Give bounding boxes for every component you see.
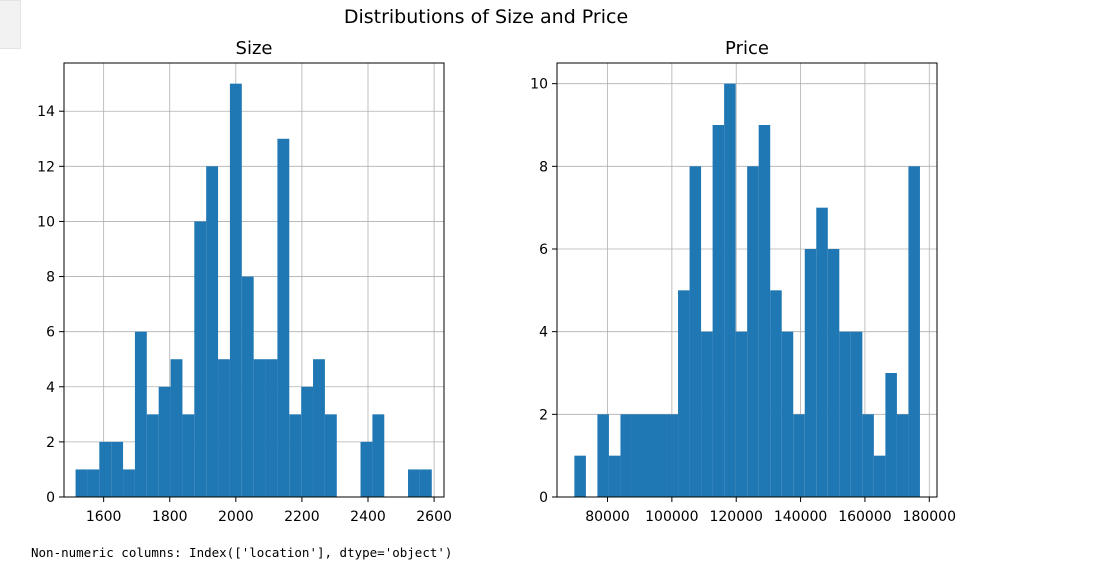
price-y-tick-label: 2 — [539, 407, 548, 423]
price-histogram-bar — [839, 331, 851, 497]
size-histogram-bar — [372, 414, 385, 497]
size-axes-frame — [63, 62, 445, 498]
price-histogram-bar — [862, 414, 874, 497]
price-y-tick-label: 8 — [539, 159, 548, 175]
size-histogram-bar — [194, 221, 207, 497]
price-histogram-bar — [770, 290, 782, 497]
price-x-tick-label: 160000 — [838, 509, 891, 525]
size-histogram-bar — [206, 166, 219, 498]
price-histogram-bar — [747, 166, 759, 498]
price-histogram-bar — [678, 290, 690, 497]
size-histogram-bar — [99, 441, 112, 497]
price-histogram-bar — [608, 455, 621, 497]
price-x-tick-label: 80000 — [585, 509, 630, 525]
size-histogram-bar — [408, 469, 420, 497]
size-y-tick-label: 10 — [37, 214, 55, 230]
price-x-tick-label: 140000 — [774, 509, 827, 525]
price-y-tick-label: 0 — [539, 490, 548, 506]
price-x-tick-label: 180000 — [903, 509, 956, 525]
price-histogram-bar — [758, 125, 771, 497]
size-histogram-bar — [87, 469, 100, 497]
size-histogram-bar — [123, 469, 135, 497]
size-x-tick-label: 2600 — [416, 509, 452, 525]
price-histogram-bar — [643, 414, 656, 497]
size-y-tick-label: 0 — [46, 490, 55, 506]
size-histogram-bar — [419, 469, 432, 497]
price-histogram-bar — [781, 331, 794, 497]
price-histogram-bar — [712, 125, 725, 497]
price-y-tick-label: 10 — [530, 77, 548, 93]
price-histogram-bar — [655, 414, 667, 497]
size-x-tick-label: 2400 — [350, 509, 386, 525]
price-x-tick-label: 100000 — [645, 509, 698, 525]
price-histogram-bar — [574, 455, 586, 497]
size-y-tick-label: 12 — [37, 159, 55, 175]
size-y-tick-label: 2 — [46, 435, 55, 451]
price-y-tick-label: 4 — [539, 325, 548, 341]
size-histogram-bar — [324, 414, 337, 497]
price-histogram-bar — [885, 373, 897, 497]
price-histogram-bar — [631, 414, 644, 497]
output-text: Non-numeric columns: Index(['location'],… — [31, 545, 453, 560]
size-histogram-bar — [360, 441, 373, 497]
size-histogram-bar — [134, 331, 147, 497]
price-histogram-bar — [816, 207, 828, 497]
size-histogram-bar — [146, 414, 159, 497]
price-x-tick-label: 120000 — [709, 509, 762, 525]
size-x-tick-label: 2000 — [218, 509, 254, 525]
size-histogram-bar — [158, 386, 171, 497]
price-histogram-bar — [735, 331, 748, 497]
size-histogram-bar — [241, 276, 254, 497]
price-bars — [574, 83, 920, 498]
size-bars — [75, 83, 432, 498]
histogram-figure: Distributions of Size and Price 1600 1800… — [37, 6, 956, 525]
size-x-tick-label: 1800 — [152, 509, 188, 525]
size-histogram-bar — [313, 359, 325, 497]
price-histogram-bar — [827, 249, 840, 497]
size-x-tick-label: 2200 — [284, 509, 320, 525]
price-axes-title: Price — [725, 38, 769, 59]
size-y-tick-label: 4 — [46, 380, 55, 396]
price-histogram-bar — [724, 83, 736, 498]
price-y-tick-label: 6 — [539, 242, 548, 258]
cell-gutter-tab — [0, 0, 21, 49]
price-histogram-bar — [850, 331, 863, 497]
price-axes-frame — [556, 62, 938, 498]
size-y-tick-label: 8 — [46, 270, 55, 286]
price-histogram-bar — [666, 414, 679, 497]
size-histogram-bar — [111, 441, 124, 497]
size-y-tick-label: 14 — [37, 104, 55, 120]
price-histogram-bar — [873, 455, 886, 497]
size-histogram-bar — [277, 138, 290, 497]
price-histogram-bar — [793, 414, 805, 497]
price-histogram-bar — [597, 414, 609, 497]
size-y-tick-label: 6 — [46, 325, 55, 341]
size-histogram-bar — [301, 386, 314, 497]
size-x-tick-label: 1600 — [86, 509, 122, 525]
size-histogram-bar — [253, 359, 266, 497]
size-histogram-bar — [229, 83, 242, 498]
price-histogram-bar — [804, 249, 817, 497]
size-histogram-bar — [182, 414, 195, 497]
price-histogram-bar — [689, 166, 702, 498]
price-histogram-bar — [701, 331, 713, 497]
price-histogram-bar — [620, 414, 632, 497]
size-histogram-bar — [265, 359, 278, 497]
price-histogram-bar — [908, 166, 920, 498]
size-histogram-bar — [75, 469, 88, 497]
price-histogram: 80000 100000 120000 140000 160000 180000 0 2 4 6 8… — [530, 38, 956, 525]
size-histogram-bar — [289, 414, 302, 497]
figure-suptitle: Distributions of Size and Price — [344, 6, 628, 28]
size-histogram-bar — [170, 359, 183, 497]
size-histogram-bar — [218, 359, 230, 497]
price-histogram-bar — [896, 414, 909, 497]
size-axes-title: Size — [236, 38, 273, 59]
size-histogram: 1600 1800 2000 2200 2400 2600 0 2 4 6 8 10 12 14 Size — [37, 38, 452, 525]
